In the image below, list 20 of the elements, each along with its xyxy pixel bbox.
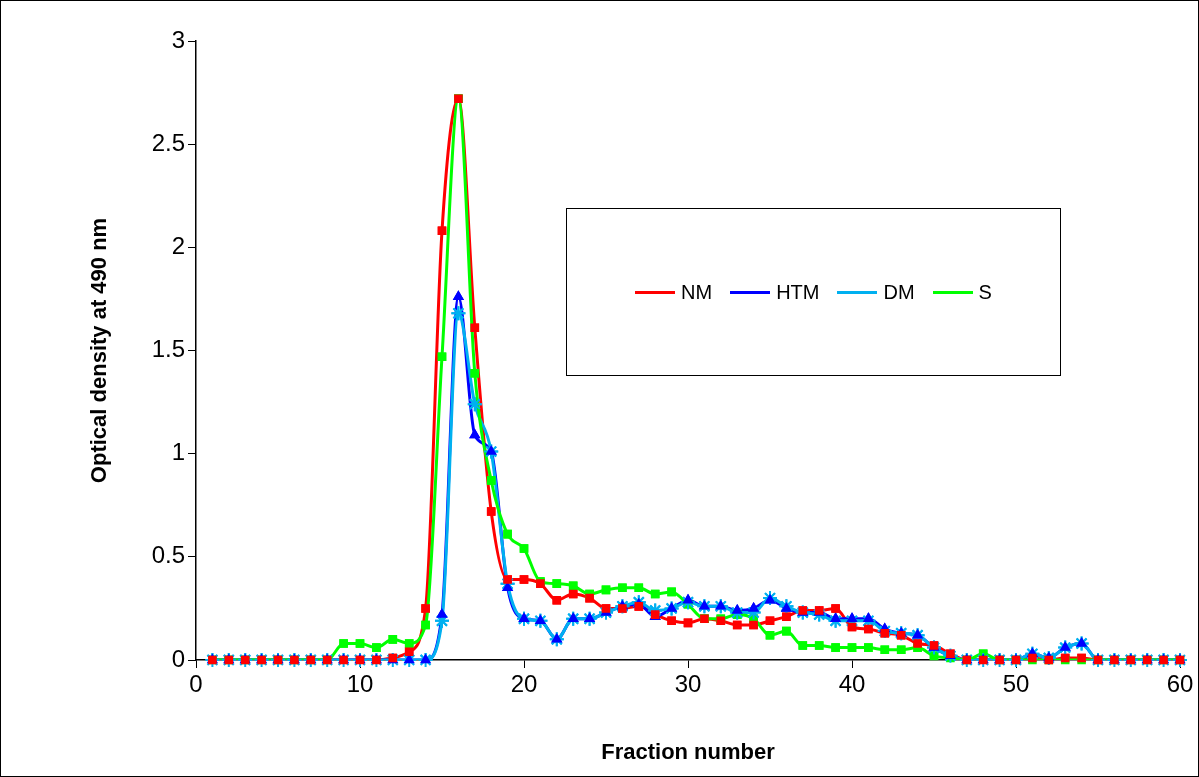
legend-label: DM <box>883 280 915 304</box>
x-tick-label: 50 <box>1002 670 1030 698</box>
x-axis-title: Fraction number <box>601 738 776 764</box>
x-tick-label: 20 <box>510 670 538 698</box>
y-tick-label: 1 <box>171 438 185 466</box>
y-tick-label: 1.5 <box>151 335 185 363</box>
y-axis-title: Optical density at 490 nm <box>86 217 112 484</box>
x-tick-label: 60 <box>1166 670 1194 698</box>
legend-label: NM <box>681 280 713 304</box>
y-tick-label: 0.5 <box>151 541 185 569</box>
y-tick-label: 2 <box>171 231 185 259</box>
x-tick-label: 10 <box>346 670 374 698</box>
y-tick-label: 2.5 <box>151 128 185 156</box>
y-tick-label: 3 <box>171 25 185 53</box>
legend-label: S <box>978 280 992 304</box>
x-tick-label: 0 <box>189 670 203 698</box>
y-tick-label: 0 <box>171 644 185 672</box>
legend-label: HTM <box>776 280 820 304</box>
x-tick-label: 30 <box>674 670 702 698</box>
x-tick-label: 40 <box>838 670 866 698</box>
